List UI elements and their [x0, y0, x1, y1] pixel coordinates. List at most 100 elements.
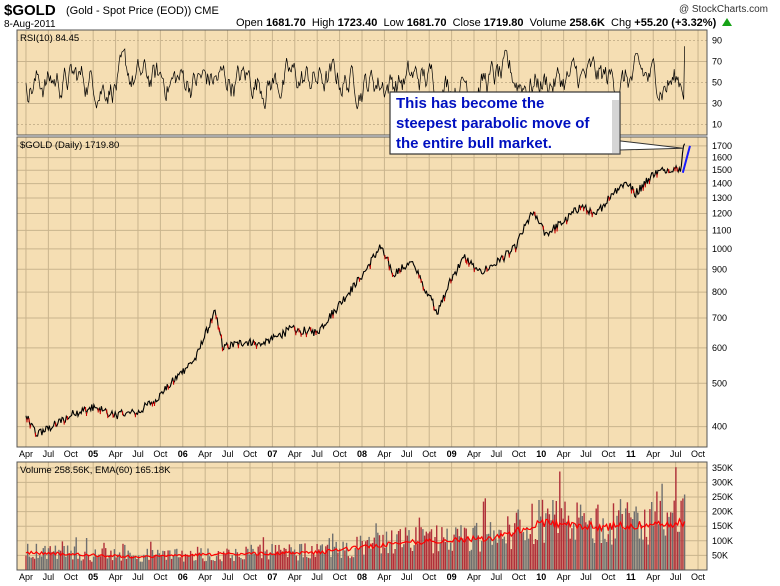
- volume-bar: [144, 556, 147, 570]
- volume-bar: [177, 557, 180, 570]
- price-y-tick-label: 1300: [712, 193, 732, 203]
- volume-bar: [136, 559, 138, 570]
- callout-line-2: steepest parabolic move of: [396, 115, 590, 132]
- volume-bar: [306, 556, 308, 570]
- volume-bar: [548, 514, 551, 570]
- volume-bar: [418, 517, 421, 570]
- volume-bar: [649, 509, 651, 570]
- volume-bar: [200, 548, 202, 570]
- volume-bar: [240, 558, 242, 570]
- volume-bar: [467, 537, 469, 570]
- volume-bar: [226, 548, 228, 570]
- volume-x-tick-label: Oct: [512, 572, 527, 582]
- price-x-tick-label: Apr: [557, 449, 571, 459]
- price-x-axis: Apr Jul Oct 05 Apr Jul Oct 06 Apr Jul Oct 07 Apr Jul O…: [19, 449, 706, 459]
- price-y-tick-label: 400: [712, 422, 727, 432]
- volume-bar: [115, 557, 117, 570]
- volume-bar: [415, 527, 417, 570]
- volume-bar: [283, 547, 285, 570]
- callout-shadow: [612, 100, 620, 155]
- rsi-y-tick-label: 90: [712, 36, 722, 46]
- price-x-tick-label: Jul: [491, 449, 503, 459]
- volume-bar: [46, 558, 48, 570]
- volume-bar: [616, 515, 618, 570]
- volume-bar: [515, 512, 518, 570]
- volume-bar: [333, 546, 336, 570]
- volume-bar: [666, 512, 668, 570]
- volume-x-tick-label: Oct: [333, 572, 348, 582]
- volume-bar: [595, 508, 597, 570]
- volume-bar: [427, 533, 429, 570]
- price-legend: $GOLD (Daily) 1719.80: [20, 140, 119, 151]
- volume-bar: [521, 533, 523, 570]
- volume-bar: [63, 546, 65, 570]
- parabolic-trendline: [681, 145, 691, 174]
- price-x-tick-label: Jul: [43, 449, 55, 459]
- volume-bar: [668, 516, 670, 570]
- volume-bar: [222, 551, 225, 570]
- volume-bar: [39, 555, 41, 570]
- volume-bar: [437, 551, 440, 570]
- volume-x-tick-label: Jul: [670, 572, 682, 582]
- price-y-tick-label: 900: [712, 264, 727, 274]
- volume-x-tick-label: Oct: [64, 572, 79, 582]
- volume-bar: [651, 502, 653, 570]
- volume-bar: [314, 556, 317, 570]
- volume-bar: [344, 550, 346, 570]
- volume-bar: [264, 551, 266, 570]
- volume-bar: [406, 535, 408, 570]
- volume-bar: [245, 546, 247, 570]
- volume-bar: [212, 560, 214, 570]
- volume-bar: [332, 533, 334, 570]
- volume-bar: [637, 512, 639, 570]
- volume-bar: [635, 506, 637, 570]
- volume-bar: [56, 558, 58, 570]
- volume-bar: [337, 552, 339, 570]
- volume-bar: [304, 543, 306, 570]
- symbol-description: (Gold - Spot Price (EOD)) CME: [66, 5, 219, 17]
- volume-bar: [410, 547, 412, 570]
- volume-bar: [397, 531, 400, 570]
- volume-bar: [356, 536, 358, 570]
- volume-bar: [495, 538, 497, 570]
- volume-bar: [488, 533, 490, 570]
- volume-bar: [670, 512, 672, 570]
- volume-bar: [229, 558, 232, 570]
- volume-bar: [391, 530, 393, 570]
- volume-bar: [536, 540, 538, 570]
- volume-bar: [444, 542, 447, 570]
- price-x-tick-label: Apr: [109, 449, 123, 459]
- volume-bar: [389, 542, 391, 570]
- volume-y-tick-label: 50K: [712, 550, 728, 560]
- volume-bar: [498, 529, 500, 570]
- volume-bar: [623, 529, 625, 570]
- price-x-tick-label: Jul: [311, 449, 323, 459]
- volume-bar: [351, 556, 353, 570]
- volume-bar: [233, 560, 235, 570]
- volume-bar: [354, 548, 356, 570]
- volume-bar: [99, 556, 102, 570]
- price-x-tick-label: 09: [447, 449, 457, 459]
- volume-bar: [125, 559, 128, 570]
- volume-bar: [555, 501, 557, 570]
- volume-bar: [619, 499, 622, 570]
- price-x-tick-label: Apr: [467, 449, 481, 459]
- volume-bar: [209, 556, 211, 570]
- volume-bar: [132, 555, 135, 570]
- volume-bar: [252, 548, 254, 570]
- price-x-tick-label: Jul: [580, 449, 592, 459]
- symbol-title: $GOLD: [4, 2, 56, 19]
- price-x-tick-label: Apr: [19, 449, 33, 459]
- volume-bar: [170, 558, 173, 570]
- volume-bar: [70, 550, 72, 570]
- volume-bar: [628, 512, 630, 570]
- volume-bar: [215, 556, 218, 570]
- volume-bar: [169, 550, 171, 570]
- chart-date: 8-Aug-2011: [4, 19, 56, 30]
- price-x-tick-label: Oct: [333, 449, 348, 459]
- volume-bar: [583, 513, 585, 570]
- volume-x-tick-label: Jul: [222, 572, 234, 582]
- volume-y-tick-label: 150K: [712, 521, 733, 531]
- volume-bar: [475, 522, 478, 570]
- volume-bar: [290, 547, 292, 570]
